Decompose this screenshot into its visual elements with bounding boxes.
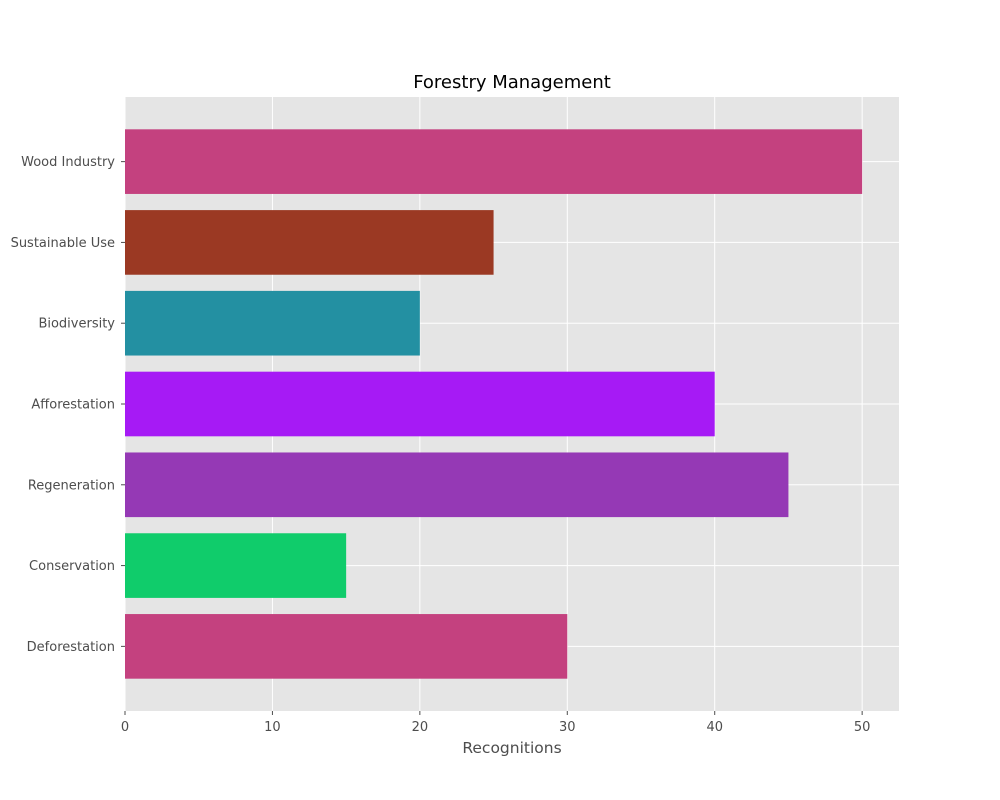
y-tick-label: Conservation [29,559,115,574]
y-tick-label: Deforestation [27,640,115,655]
y-tick-label: Afforestation [31,398,115,413]
bar-wood-industry [125,129,863,194]
y-tick-labels: Deforestation Conservation Regeneration Aff… [11,155,125,655]
x-tick-label: 50 [854,720,871,735]
bar-conservation [125,533,347,598]
x-tick-label: 0 [121,720,129,735]
x-tick-label: 10 [264,720,281,735]
y-tick-label: Regeneration [28,478,115,493]
x-tick-label: 20 [412,720,429,735]
bars [125,129,863,679]
y-tick-label: Wood Industry [21,155,115,170]
x-axis-label: Recognitions [462,739,561,757]
x-tick-label: 30 [559,720,576,735]
bar-sustainable-use [125,210,494,275]
y-tick-label: Biodiversity [38,317,115,332]
x-tick-label: 40 [706,720,723,735]
bar-biodiversity [125,290,420,356]
chart-title: Forestry Management [413,72,611,93]
bar-regeneration [125,452,789,518]
x-tick-labels: 0 10 20 30 40 50 [121,711,871,735]
y-tick-label: Sustainable Use [11,236,115,251]
bar-deforestation [125,614,568,679]
bar-afforestation [125,371,715,437]
